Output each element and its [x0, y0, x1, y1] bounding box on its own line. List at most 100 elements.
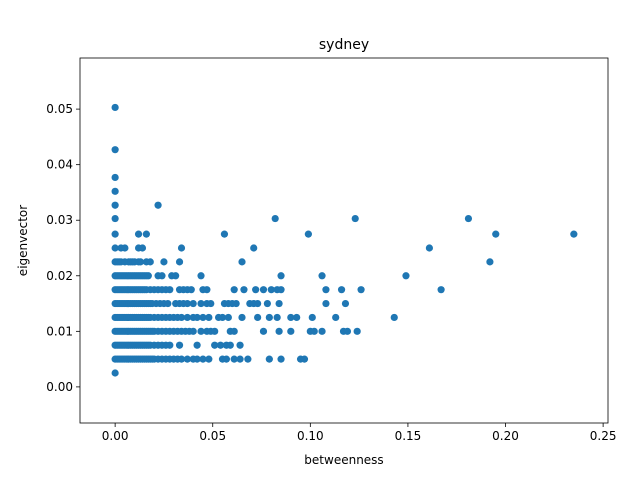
- data-point: [199, 313, 207, 322]
- data-point: [244, 355, 252, 363]
- data-point: [293, 313, 301, 322]
- data-point: [207, 299, 215, 308]
- data-point: [238, 258, 246, 266]
- data-point: [197, 272, 205, 280]
- data-point: [166, 286, 174, 294]
- data-point: [250, 244, 258, 252]
- data-point: [425, 244, 433, 252]
- x-tick-label: 0.00: [102, 429, 129, 443]
- x-tick-label: 0.15: [395, 429, 422, 443]
- data-point: [252, 286, 260, 294]
- data-point: [318, 272, 326, 280]
- data-point: [183, 313, 191, 322]
- chart-title: sydney: [319, 37, 369, 53]
- data-point: [287, 313, 295, 322]
- data-point: [134, 230, 143, 238]
- data-point: [300, 355, 309, 363]
- data-point: [111, 214, 119, 223]
- data-point: [193, 341, 201, 349]
- data-point: [216, 341, 225, 349]
- data-point: [111, 230, 119, 238]
- data-point: [136, 258, 145, 266]
- data-point: [308, 313, 316, 322]
- x-axis-ticks: 0.00 0.05 0.10 0.15 0.20 0.25: [102, 423, 617, 443]
- data-point: [203, 286, 211, 294]
- data-point: [211, 327, 219, 335]
- x-tick-label: 0.25: [590, 429, 617, 443]
- data-point: [146, 258, 154, 266]
- data-point: [187, 286, 195, 294]
- data-point: [275, 327, 283, 335]
- data-point: [222, 355, 230, 363]
- data-point: [111, 244, 119, 252]
- data-point: [304, 230, 312, 238]
- x-axis-label: betweenness: [304, 453, 383, 467]
- data-point: [199, 355, 207, 363]
- data-point: [259, 327, 268, 335]
- y-tick-label: 0.00: [46, 380, 73, 394]
- data-point: [197, 299, 205, 308]
- data-point: [353, 327, 361, 335]
- data-point: [218, 313, 227, 322]
- y-tick-label: 0.04: [46, 158, 73, 172]
- data-point: [111, 103, 119, 112]
- data-point: [271, 214, 279, 223]
- data-point: [492, 230, 500, 238]
- data-point: [175, 258, 184, 266]
- data-point: [111, 201, 119, 209]
- points-layer: [111, 103, 578, 377]
- data-point: [402, 272, 410, 280]
- data-point: [390, 313, 398, 322]
- data-point: [337, 286, 346, 294]
- data-point: [230, 355, 238, 363]
- data-point: [437, 286, 445, 294]
- data-point: [177, 313, 186, 322]
- data-point: [189, 327, 197, 335]
- data-point: [226, 341, 234, 349]
- data-point: [144, 272, 152, 280]
- data-point: [232, 299, 240, 308]
- data-point: [183, 299, 191, 308]
- data-point: [277, 272, 285, 280]
- data-point: [189, 299, 197, 308]
- data-point: [273, 313, 281, 322]
- data-point: [318, 327, 326, 335]
- data-point: [142, 230, 150, 238]
- axes-frame: [79, 57, 609, 424]
- data-point: [211, 341, 219, 349]
- data-point: [205, 355, 213, 363]
- data-point: [275, 299, 283, 308]
- data-point: [357, 286, 365, 294]
- data-point: [265, 355, 273, 363]
- data-point: [111, 187, 119, 195]
- data-point: [267, 286, 275, 294]
- data-point: [322, 299, 330, 308]
- data-point: [220, 230, 229, 238]
- data-point: [111, 369, 119, 377]
- data-point: [351, 214, 359, 223]
- data-point: [265, 313, 273, 322]
- data-point: [310, 327, 318, 335]
- data-point: [138, 244, 147, 252]
- data-point: [193, 355, 201, 363]
- data-point: [177, 355, 186, 363]
- y-tick-label: 0.02: [46, 269, 73, 283]
- y-axis-label: eigenvector: [16, 205, 30, 276]
- data-point: [341, 299, 350, 308]
- data-point: [164, 299, 172, 308]
- y-tick-label: 0.01: [46, 324, 73, 338]
- data-point: [464, 214, 473, 223]
- y-tick-label: 0.03: [46, 213, 73, 227]
- data-point: [254, 313, 262, 322]
- data-point: [486, 258, 494, 266]
- data-point: [332, 313, 340, 322]
- data-point: [111, 146, 119, 154]
- data-point: [175, 341, 184, 349]
- x-tick-label: 0.20: [492, 429, 519, 443]
- data-point: [177, 244, 186, 252]
- data-point: [238, 313, 246, 322]
- y-axis-ticks: 0.00 0.01 0.02 0.03 0.04 0.05: [46, 102, 80, 394]
- data-point: [322, 286, 330, 294]
